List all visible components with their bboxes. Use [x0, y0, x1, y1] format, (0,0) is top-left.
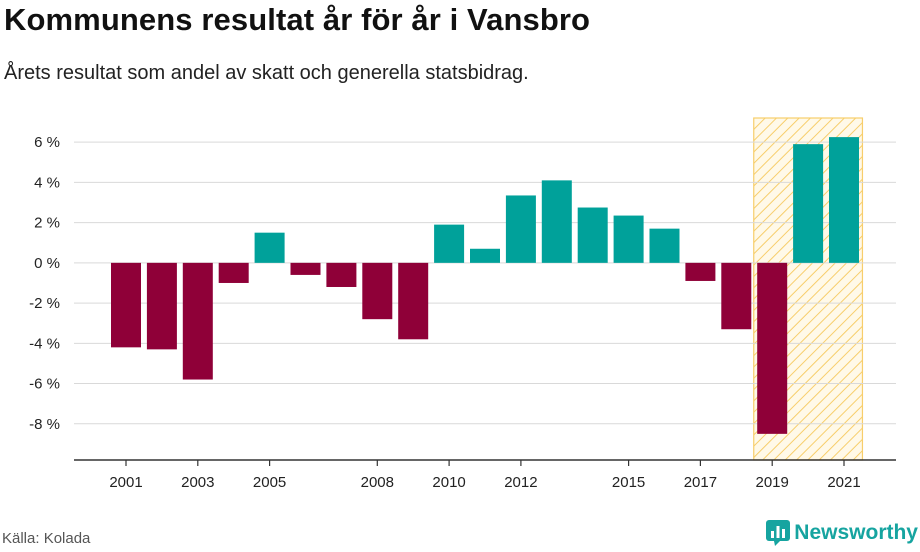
bar: [434, 224, 465, 263]
bar: [218, 262, 249, 283]
source-note: Källa: Kolada: [2, 530, 91, 547]
bar: [470, 248, 500, 263]
y-tick-label: 2 %: [34, 215, 60, 232]
y-tick-label: 6 %: [34, 134, 60, 151]
bar: [541, 180, 572, 263]
bar: [577, 207, 608, 263]
bar: [182, 262, 213, 380]
brand-logo[interactable]: Newsworthy: [766, 520, 918, 546]
x-tick-label: 2001: [109, 474, 142, 491]
brand-name: Newsworthy: [794, 521, 918, 544]
x-tick-label: 2005: [253, 474, 286, 491]
bar: [362, 262, 393, 320]
x-tick-label: 2021: [827, 474, 860, 491]
x-tick-label: 2010: [432, 474, 465, 491]
bar: [398, 262, 429, 340]
x-tick-label: 2012: [504, 474, 537, 491]
y-tick-label: -2 %: [29, 295, 60, 312]
y-tick-label: -6 %: [29, 376, 60, 393]
x-tick-label: 2017: [684, 474, 717, 491]
bar: [290, 262, 321, 275]
bar: [721, 262, 752, 330]
bar: [685, 262, 716, 281]
y-tick-label: -4 %: [29, 335, 60, 352]
bar: [326, 262, 357, 287]
chart-subtitle: Årets resultat som andel av skatt och ge…: [4, 62, 529, 84]
y-tick-label: 0 %: [34, 255, 60, 272]
bar: [254, 232, 285, 263]
bar: [793, 144, 824, 263]
x-tick-label: 2019: [756, 474, 789, 491]
bar: [505, 195, 536, 263]
y-tick-label: 4 %: [34, 174, 60, 191]
bar: [829, 137, 859, 263]
bar: [649, 228, 680, 263]
chart-title: Kommunens resultat år för år i Vansbro: [4, 2, 591, 37]
x-tick-label: 2003: [181, 474, 214, 491]
x-tick-label: 2008: [361, 474, 394, 491]
newsworthy-logo-icon: [766, 520, 791, 546]
bar: [111, 262, 141, 348]
x-tick-label: 2015: [612, 474, 645, 491]
bar: [146, 262, 177, 350]
bar: [613, 215, 644, 263]
y-tick-label: -8 %: [29, 416, 60, 433]
bar: [757, 262, 788, 434]
